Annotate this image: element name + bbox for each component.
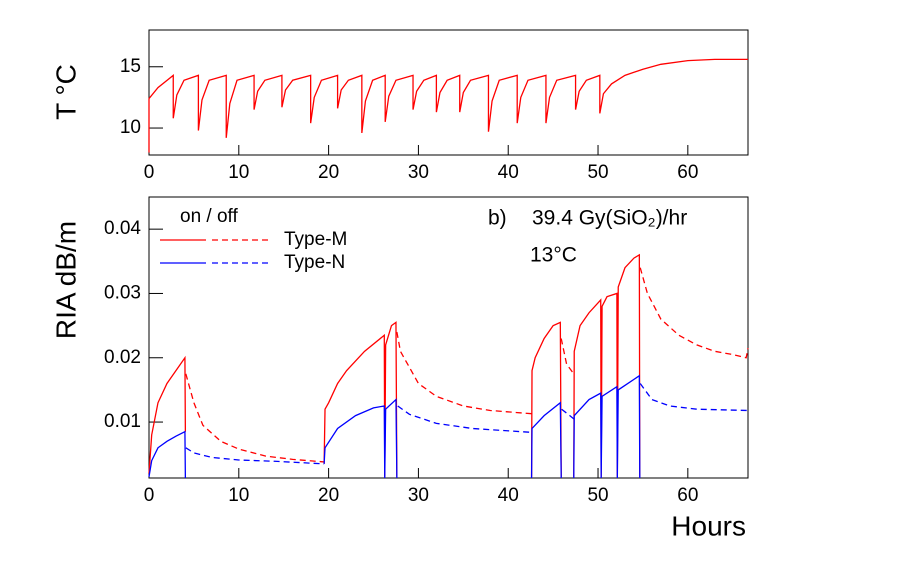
data-line xyxy=(530,401,562,479)
data-line xyxy=(397,405,532,433)
x-tick-label: 20 xyxy=(318,162,339,183)
x-tick-label: 10 xyxy=(228,485,249,506)
y-axis-label: T °C xyxy=(50,64,81,120)
data-line xyxy=(573,253,641,477)
y-tick-label: 0.01 xyxy=(104,411,141,432)
x-tick-label: 50 xyxy=(587,485,608,506)
data-line xyxy=(561,408,575,420)
plot-frame xyxy=(148,29,749,156)
data-line xyxy=(148,58,748,153)
data-line xyxy=(185,447,325,465)
y-tick-label: 0.03 xyxy=(104,282,141,303)
data-line xyxy=(148,355,187,474)
legend-label: Type-M xyxy=(284,229,347,250)
annotation: 39.4 Gy(SiO₂)/hr xyxy=(532,207,687,230)
x-tick-label: 40 xyxy=(498,162,519,183)
x-tick-label: 60 xyxy=(677,162,698,183)
y-tick-label: 10 xyxy=(120,117,141,138)
x-tick-label: 40 xyxy=(498,485,519,506)
data-line xyxy=(323,398,398,479)
legend-label: Type-N xyxy=(284,252,345,273)
x-axis-label: Hours xyxy=(671,510,746,541)
data-line xyxy=(396,331,532,415)
annotation: b) xyxy=(488,207,507,230)
x-tick-label: 50 xyxy=(587,162,608,183)
annotation: 13°C xyxy=(530,244,577,267)
data-line xyxy=(185,373,325,463)
data-line xyxy=(323,321,398,477)
x-tick-label: 30 xyxy=(408,485,429,506)
x-tick-label: 60 xyxy=(677,485,698,506)
x-tick-label: 0 xyxy=(144,162,155,183)
x-tick-label: 0 xyxy=(144,485,155,506)
data-line xyxy=(560,338,575,375)
plot-frame xyxy=(148,196,749,479)
y-tick-label: 15 xyxy=(120,56,141,77)
data-line xyxy=(530,321,562,477)
data-line xyxy=(639,383,749,412)
y-tick-label: 0.02 xyxy=(104,347,141,368)
y-axis-label: RIA dB/m xyxy=(50,221,81,339)
data-line xyxy=(148,430,187,479)
data-line xyxy=(573,374,641,479)
data-line xyxy=(639,267,749,359)
x-tick-label: 20 xyxy=(318,485,339,506)
x-tick-label: 10 xyxy=(228,162,249,183)
y-tick-label: 0.04 xyxy=(104,218,141,239)
legend-title: on / off xyxy=(180,206,238,227)
x-tick-label: 30 xyxy=(408,162,429,183)
